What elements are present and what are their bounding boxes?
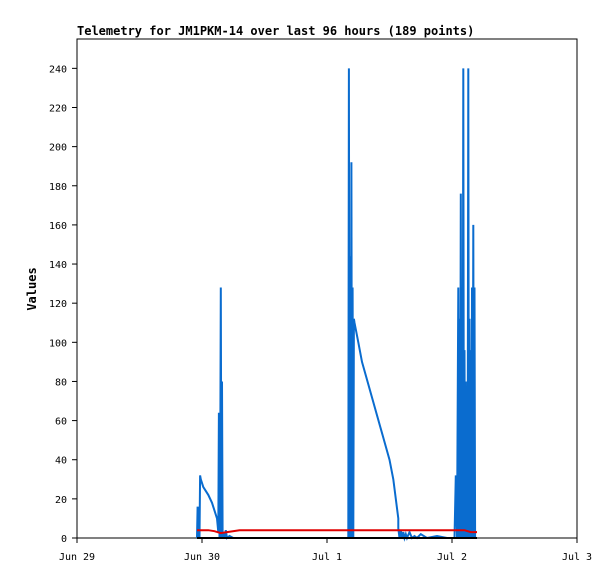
y-tick-label: 200 <box>49 143 67 154</box>
y-tick-label: 100 <box>49 338 67 349</box>
y-tick-label: 60 <box>55 417 67 428</box>
y-tick-label: 240 <box>49 64 67 75</box>
x-axis: Jun 29 Jun 30 Jul 1 Jul 2 Jul 3 <box>59 538 592 563</box>
y-tick-label: 120 <box>49 299 67 310</box>
y-axis-label: Values <box>25 267 39 310</box>
x-tick-label: Jun 29 <box>59 552 95 563</box>
x-tick-label: Jul 3 <box>562 552 592 563</box>
series-layer <box>196 68 477 542</box>
y-tick-label: 160 <box>49 221 67 232</box>
series-line-2 <box>197 529 477 535</box>
x-tick-label: Jun 30 <box>184 552 220 563</box>
y-axis: 0 20 40 60 80 100 120 140 160 180 200 220 240 <box>49 64 77 545</box>
y-tick-label: 40 <box>55 456 67 467</box>
y-tick-label: 20 <box>55 495 67 506</box>
chart-title: Telemetry for JM1PKM-14 over last 96 hou… <box>77 24 474 38</box>
y-tick-label: 220 <box>49 103 67 114</box>
y-tick-label: 80 <box>55 377 67 388</box>
x-tick-label: Jul 2 <box>437 552 467 563</box>
series-line-1 <box>196 68 477 542</box>
y-tick-label: 140 <box>49 260 67 271</box>
plot-area <box>76 38 578 539</box>
x-tick-label: Jul 1 <box>312 552 342 563</box>
y-tick-label: 0 <box>61 534 67 545</box>
y-tick-label: 180 <box>49 182 67 193</box>
